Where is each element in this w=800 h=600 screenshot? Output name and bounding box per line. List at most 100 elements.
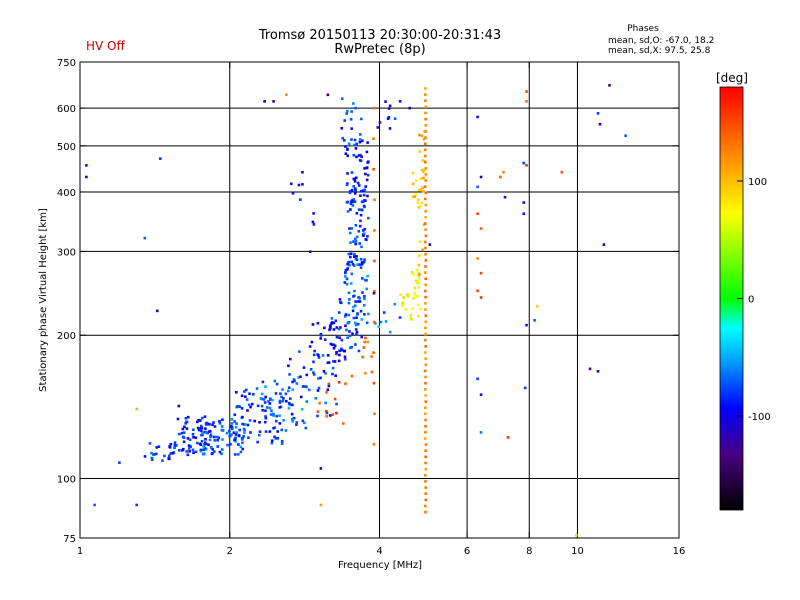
echo-point xyxy=(424,93,427,96)
echo-point xyxy=(416,281,420,285)
echo-point xyxy=(367,216,370,220)
echo-point xyxy=(225,431,229,435)
echo-point xyxy=(424,467,428,471)
echo-point xyxy=(344,324,347,328)
echo-point xyxy=(423,154,427,158)
echo-point xyxy=(345,183,349,187)
echo-point xyxy=(346,321,349,325)
echo-point xyxy=(323,338,327,342)
echo-point xyxy=(241,415,244,419)
echo-point xyxy=(261,408,264,412)
echo-point xyxy=(302,366,306,369)
echo-point xyxy=(323,326,326,330)
echo-point xyxy=(502,170,505,174)
echo-point xyxy=(337,311,341,314)
echo-point xyxy=(155,309,159,313)
echo-point xyxy=(218,450,222,454)
echo-point xyxy=(317,356,321,359)
echo-point xyxy=(298,350,301,353)
echo-point xyxy=(330,343,334,346)
echo-point xyxy=(372,137,375,140)
echo-point xyxy=(230,427,234,431)
echo-point xyxy=(525,100,528,103)
echo-point xyxy=(211,451,214,455)
echo-point xyxy=(414,279,418,283)
echo-point xyxy=(168,457,171,461)
echo-point xyxy=(183,425,186,429)
echo-point xyxy=(184,416,188,420)
echo-point xyxy=(352,316,356,320)
echo-point xyxy=(398,316,402,319)
echo-point xyxy=(376,126,380,129)
echo-point xyxy=(184,422,187,425)
echo-point xyxy=(291,403,294,407)
echo-point xyxy=(345,201,349,204)
echo-point xyxy=(167,454,171,458)
echo-point xyxy=(350,345,354,349)
echo-point xyxy=(424,424,427,428)
echo-point xyxy=(211,447,214,451)
x-tick-label: 6 xyxy=(464,546,470,557)
echo-point xyxy=(355,211,359,215)
echo-point xyxy=(272,426,275,430)
echo-point xyxy=(417,263,421,267)
echo-point xyxy=(476,289,479,293)
echo-point xyxy=(335,402,338,406)
echo-point xyxy=(424,246,427,250)
echo-point xyxy=(370,355,373,358)
echo-point xyxy=(379,320,383,324)
echo-point xyxy=(246,409,249,412)
echo-point xyxy=(417,278,421,282)
echo-point xyxy=(525,90,528,93)
echo-point xyxy=(312,373,316,376)
echo-point xyxy=(408,106,411,110)
echo-point xyxy=(202,445,205,448)
echo-point xyxy=(359,309,363,313)
echo-point xyxy=(424,283,428,287)
echo-point xyxy=(372,106,376,110)
echo-point xyxy=(312,353,316,357)
echo-point xyxy=(358,263,362,266)
echo-point xyxy=(419,205,422,208)
echo-point xyxy=(352,102,355,105)
x-tick-label: 16 xyxy=(673,546,686,557)
echo-point xyxy=(350,374,354,378)
echo-point xyxy=(333,360,337,363)
echo-point xyxy=(360,117,363,121)
echo-point xyxy=(169,442,173,446)
echo-point xyxy=(410,318,413,321)
echo-point xyxy=(424,449,428,453)
colorbar-label: [deg] xyxy=(716,71,748,85)
y-tick-label: 200 xyxy=(57,331,76,342)
echo-point xyxy=(292,416,296,420)
echo-point xyxy=(479,393,483,397)
echo-point xyxy=(235,431,238,434)
echo-point xyxy=(249,405,252,409)
echo-point xyxy=(301,419,305,423)
echo-point xyxy=(218,422,222,425)
echo-point xyxy=(415,268,419,272)
echo-point xyxy=(174,444,178,447)
echo-point xyxy=(310,340,314,344)
echo-point xyxy=(284,429,288,432)
echo-point xyxy=(330,322,333,325)
echo-point xyxy=(345,282,349,286)
echo-point xyxy=(346,172,349,175)
echo-point xyxy=(192,451,195,454)
echo-point xyxy=(290,412,294,416)
echo-point xyxy=(203,443,206,446)
echo-point xyxy=(479,227,483,230)
echo-point xyxy=(301,183,304,186)
echo-point xyxy=(260,392,264,396)
echo-point xyxy=(347,142,351,146)
echo-point xyxy=(173,446,176,450)
echo-point xyxy=(135,407,138,411)
echo-point xyxy=(173,441,177,444)
echo-point xyxy=(85,175,88,179)
echo-point xyxy=(360,335,364,339)
echo-point xyxy=(423,160,427,164)
echo-point xyxy=(278,414,281,418)
echo-point xyxy=(363,188,367,192)
echo-point xyxy=(300,407,304,411)
echo-point xyxy=(242,435,246,438)
